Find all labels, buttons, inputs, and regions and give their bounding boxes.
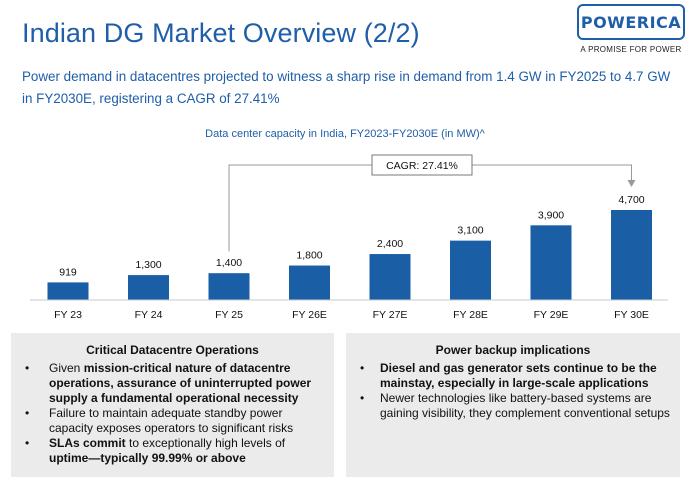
bullet-bold-text: mission-critical nature of datacentre op… bbox=[49, 361, 312, 405]
bar-chart: 919 FY 23 1,300 FY 24 1,400 FY 25 1,800 FY 26E 2… bbox=[30, 154, 668, 321]
bar bbox=[450, 240, 491, 300]
bar bbox=[530, 225, 572, 300]
bullet-item: Failure to maintain adequate standby pow… bbox=[11, 406, 334, 436]
power-backup-panel: Power backup implications Diesel and gas… bbox=[346, 333, 680, 477]
bar bbox=[208, 273, 250, 300]
cagr-box bbox=[371, 154, 473, 176]
bullet-item: Given mission-critical nature of datacen… bbox=[11, 361, 334, 406]
bullet-text: Newer technologies like battery-based sy… bbox=[380, 391, 670, 420]
critical-operations-panel: Critical Datacentre Operations Given mis… bbox=[11, 333, 334, 477]
bar bbox=[611, 210, 652, 300]
category-label: FY 28E bbox=[453, 309, 488, 321]
data-label: 4,700 bbox=[618, 194, 644, 206]
logo-tagline: A PROMISE FOR POWER bbox=[580, 45, 682, 54]
bar bbox=[289, 265, 330, 300]
panel-title: Critical Datacentre Operations bbox=[86, 343, 259, 357]
data-label: 1,800 bbox=[296, 250, 322, 262]
bar bbox=[128, 275, 169, 300]
logo-wordmark: POWERICA bbox=[580, 12, 682, 32]
chart-title: Data center capacity in India, FY2023-FY… bbox=[205, 128, 485, 140]
bullet-bold-text: Diesel and gas generator sets continue t… bbox=[380, 361, 657, 390]
data-label: 1,400 bbox=[216, 257, 242, 269]
bullet-bold-text: uptime—typically 99.99% or above bbox=[49, 451, 246, 465]
bullet-text: to exceptionally high levels of bbox=[125, 436, 286, 450]
bullet-item: Diesel and gas generator sets continue t… bbox=[346, 361, 680, 391]
panel-title: Power backup implications bbox=[435, 343, 591, 357]
page-subtitle: Power demand in datacentres projected to… bbox=[22, 69, 671, 106]
bullet-item: SLAs commit to exceptionally high levels… bbox=[11, 436, 334, 466]
logo-box: POWERICA bbox=[577, 4, 685, 40]
category-label: FY 27E bbox=[373, 309, 408, 321]
powerica-logo: POWERICA A PROMISE FOR POWER bbox=[574, 4, 688, 54]
category-label: FY 26E bbox=[292, 309, 327, 321]
category-label: FY 23 bbox=[54, 309, 82, 321]
bullet-text: Failure to maintain adequate standby pow… bbox=[49, 406, 294, 435]
data-label: 3,100 bbox=[457, 225, 483, 237]
cagr-label: CAGR: 27.41% bbox=[386, 160, 458, 172]
bullet-text: Given bbox=[49, 361, 84, 375]
bullet-bold-text: SLAs commit bbox=[49, 436, 126, 450]
category-label: FY 30E bbox=[614, 309, 649, 321]
bar bbox=[369, 254, 411, 300]
category-label: FY 25 bbox=[215, 309, 243, 321]
category-label: FY 29E bbox=[534, 309, 569, 321]
page-title: Indian DG Market Overview (2/2) bbox=[22, 18, 420, 48]
data-label: 1,300 bbox=[135, 259, 161, 271]
data-label: 919 bbox=[59, 266, 77, 278]
category-label: FY 24 bbox=[135, 309, 163, 321]
data-label: 2,400 bbox=[377, 238, 403, 250]
bullet-item: Newer technologies like battery-based sy… bbox=[346, 391, 680, 421]
cagr-arrowhead bbox=[627, 180, 636, 187]
bar bbox=[47, 282, 89, 300]
data-label: 3,900 bbox=[538, 209, 564, 221]
